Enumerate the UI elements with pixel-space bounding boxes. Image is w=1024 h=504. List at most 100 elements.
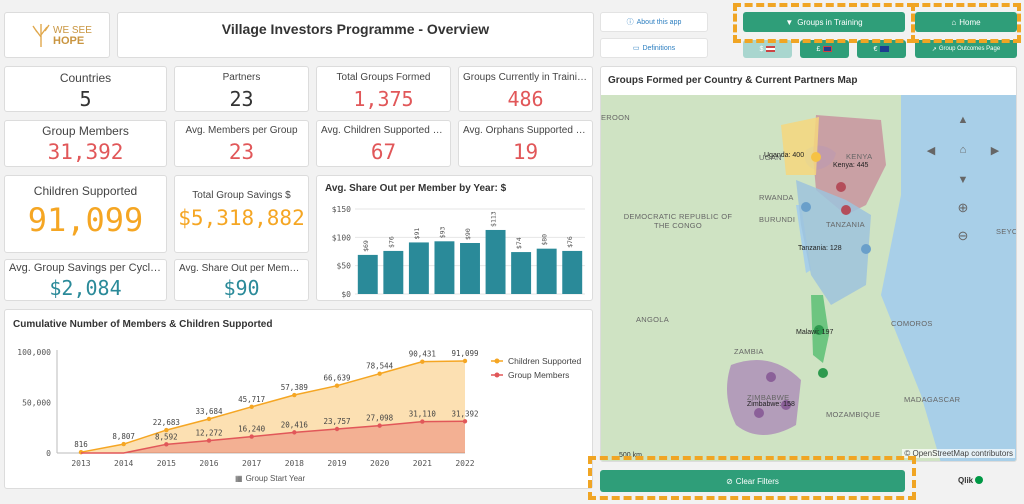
kpi-children-supported: Children Supported 91,099: [4, 175, 167, 253]
kpi-avg-orphans: Avg. Orphans Supported per ... 19: [458, 120, 593, 167]
shareout-bar-chart: $150 $100 $50 $0 $69 $76 $91 $93 $90 $113 $74 $80 $7…: [332, 205, 585, 299]
bar-data-label: $93: [438, 226, 446, 238]
kpi-value: 19: [512, 140, 539, 164]
data-label: 22,683: [153, 418, 180, 427]
currency-eur-button[interactable]: €: [857, 40, 906, 58]
data-label: 91,099: [451, 349, 478, 358]
map-country-label: SEYC: [996, 227, 1017, 236]
about-button[interactable]: ⓘ About this app: [600, 12, 708, 32]
data-point: [249, 404, 254, 410]
currency-gbp-button[interactable]: £: [800, 40, 849, 58]
legend-marker: [494, 358, 500, 364]
map-country-label: MADAGASCAR: [904, 395, 961, 404]
cumulative-area-chart: 100,000 50,000 0 2013 2014 2015 2016 2017 2018 20…: [17, 348, 582, 468]
map-country-label: ZIMBABWE: [747, 393, 790, 402]
kpi-value: 67: [370, 140, 397, 164]
zoom-in-icon[interactable]: ⊕: [957, 200, 969, 215]
shareout-bar-chart-card: Avg. Share Out per Member by Year: $ $15…: [316, 175, 593, 301]
kpi-value: $5,318,882: [178, 206, 305, 230]
kpi-label: Children Supported: [33, 184, 138, 198]
pan-left-icon[interactable]: ◀: [926, 144, 936, 157]
kpi-avg-children: Avg. Children Supported per G... 67: [316, 120, 451, 167]
map-country-label: MOZAMBIQUE: [826, 410, 881, 419]
bar-data-label: $76: [387, 236, 395, 248]
data-point: [377, 423, 382, 428]
data-label: 12,272: [195, 429, 222, 438]
data-label: 16,240: [238, 425, 266, 434]
bar: [383, 250, 404, 294]
bar: [511, 252, 532, 294]
series-line: [81, 420, 466, 454]
map-pin: [781, 400, 791, 410]
y-tick-label: 0: [46, 449, 51, 458]
map-pin: [811, 152, 821, 162]
group-outcomes-button[interactable]: ↗ Group Outcomes Page: [915, 40, 1017, 58]
map-country-label: RWANDA: [759, 193, 794, 202]
kpi-label: Group Members: [42, 124, 129, 138]
home-view-icon[interactable]: ⌂: [959, 144, 967, 156]
map-country-label: KENYA: [846, 152, 873, 161]
clear-filters-button[interactable]: ⊘ Clear Filters: [600, 470, 905, 492]
map-country-label: DEMOCRATIC REPUBLIC OF THE CONGO: [623, 212, 733, 230]
data-label: 8,592: [155, 432, 178, 441]
legend-label: Children Supported: [508, 356, 582, 366]
bar-data-label: $74: [515, 237, 523, 249]
indian-ocean: [881, 95, 1016, 461]
data-label: 90,431: [409, 350, 436, 359]
map-attribution[interactable]: © OpenStreetMap contributors: [902, 449, 1015, 458]
kpi-groups-training: Groups Currently in Training 486: [458, 66, 593, 112]
data-point: [462, 358, 468, 364]
kpi-avg-shareout-member: Avg. Share Out per Member $ $90: [174, 259, 309, 301]
area-chart-title: Cumulative Number of Members & Children …: [13, 319, 273, 330]
data-label: 8,807: [112, 432, 135, 441]
pan-down-icon[interactable]: ▼: [957, 174, 969, 186]
y-tick-label: $50: [337, 262, 352, 271]
map-title: Groups Formed per Country & Current Part…: [608, 75, 858, 86]
bar-data-label: $80: [541, 234, 549, 246]
kpi-total-savings: Total Group Savings $ $5,318,882: [174, 175, 309, 253]
map-pin: [818, 368, 828, 378]
logo-card: WE SEE HOPE: [4, 12, 110, 58]
map-pin: [841, 205, 851, 215]
data-point: [420, 359, 425, 364]
map-pin-label: Tanzania: 128: [798, 245, 842, 252]
home-button[interactable]: ⌂ Home: [915, 12, 1017, 32]
bar: [536, 248, 557, 294]
bar-chart-title: Avg. Share Out per Member by Year: $: [325, 183, 507, 194]
logo-text: WE SEE HOPE: [53, 25, 92, 47]
kpi-label: Avg. Group Savings per Cycle $: [9, 262, 166, 274]
x-tick-label: 2017: [242, 459, 261, 468]
x-tick-label: 2020: [370, 459, 389, 468]
map-country-label: COMOROS: [891, 319, 933, 328]
cumulative-area-chart-card: Cumulative Number of Members & Children …: [4, 309, 593, 489]
area-fill: [81, 360, 465, 453]
map-country-label: BURUNDI: [759, 215, 796, 224]
map-pin: [836, 182, 846, 192]
data-point: [334, 383, 340, 388]
bar-data-label: $113: [490, 211, 498, 227]
bar: [460, 243, 480, 294]
kpi-label: Groups Currently in Training: [463, 72, 589, 83]
kpi-value: 91,099: [27, 201, 144, 239]
x-tick-label: 2014: [114, 459, 133, 468]
map-country-label: TANZANIA: [826, 220, 865, 229]
y-tick-label: $0: [341, 290, 351, 299]
currency-usd-button[interactable]: $: [743, 40, 792, 58]
data-point: [249, 434, 254, 439]
data-point: [292, 430, 297, 435]
data-point: [292, 392, 297, 398]
uganda-shape: [781, 117, 819, 175]
pan-up-icon[interactable]: ▲: [957, 114, 969, 126]
data-point: [420, 419, 425, 424]
zoom-out-icon[interactable]: ⊖: [957, 228, 969, 243]
pan-right-icon[interactable]: ▶: [990, 144, 1000, 157]
data-label: 45,717: [238, 395, 265, 404]
bar: [357, 254, 378, 294]
map-view[interactable]: EROON UGAN KENYA RWANDA BURUNDI TANZANIA…: [601, 95, 1017, 461]
map-pin-label: Zimbabwe: 158: [747, 401, 795, 408]
map-card: Groups Formed per Country & Current Part…: [600, 66, 1017, 462]
groups-in-training-button[interactable]: ▼ Groups in Training: [743, 12, 905, 32]
definitions-button[interactable]: ▭ Definitions: [600, 38, 708, 58]
qlik-logo: Qlik: [958, 476, 984, 485]
kpi-value: 31,392: [47, 140, 124, 164]
